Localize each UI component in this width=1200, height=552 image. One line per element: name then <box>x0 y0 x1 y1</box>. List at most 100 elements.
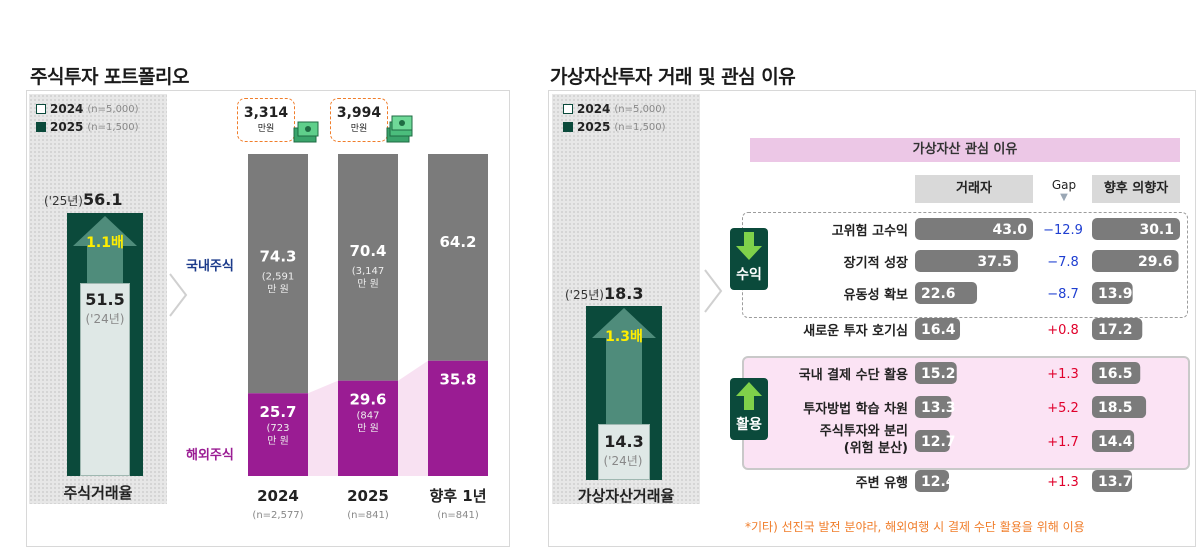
right-rate-caption: 가상자산거래율 <box>577 487 675 505</box>
bar-overseas <box>428 360 488 476</box>
bar-domestic-note: (3,147 <box>352 266 385 277</box>
bar-domestic <box>428 154 488 361</box>
money-icon-2025 <box>385 114 415 150</box>
right-rate-val25: 18.3 <box>603 284 644 303</box>
left-rate-caption: 주식거래율 <box>63 484 133 502</box>
right-legend-2025: 2025 (n=1,500) <box>563 120 666 134</box>
bar-trader-label: 22.6 <box>921 286 956 302</box>
reason-row-label: 장기적 성장 <box>844 255 908 271</box>
domestic-label: 국내주식 <box>186 259 234 274</box>
bar-domestic-label: 64.2 <box>439 233 476 251</box>
bar-intent-label: 13.7 <box>1098 474 1133 490</box>
gap-value: +1.3 <box>1047 475 1079 490</box>
bar-overseas-note: (847 <box>357 411 380 422</box>
bar-overseas-note-unit: 만 원 <box>357 423 379 435</box>
bar-intent-label: 18.5 <box>1098 400 1133 416</box>
right-legend-2025-label: 2025 <box>577 120 611 134</box>
bar-domestic <box>338 154 398 381</box>
left-rate-multiplier: 1.1배 <box>86 235 124 251</box>
col-gap-header: Gap ▼ <box>1036 178 1092 204</box>
money-icon-2024 <box>292 118 320 150</box>
col-intent-header: 향후 의향자 <box>1092 175 1180 203</box>
bar-intent <box>1092 250 1179 272</box>
reason-row-label: 유동성 확보 <box>844 287 908 303</box>
bar-trader <box>915 362 957 384</box>
bar-trader-label: 15.2 <box>921 366 956 382</box>
reason-row-label: 주변 유행 <box>856 475 908 491</box>
right-rate-bar-2024 <box>598 424 650 480</box>
category-n-label: (n=841) <box>347 510 389 521</box>
bar-domestic-note: (2,591 <box>262 272 295 283</box>
left-rate-pre24: ('24년) <box>85 312 125 326</box>
bar-trader-label: 12.7 <box>921 434 956 450</box>
right-legend-2025-swatch <box>563 122 573 132</box>
group-profit-badge: 수익 <box>730 228 768 290</box>
right-rate-arrow-up <box>592 308 656 428</box>
bar-trader <box>915 430 950 452</box>
category-n-label: (n=2,577) <box>252 510 303 521</box>
bar-intent-label: 16.5 <box>1098 366 1133 382</box>
bar-domestic <box>248 154 308 394</box>
bar-intent <box>1092 218 1180 240</box>
category-label: 2025 <box>347 487 389 505</box>
legend-2024-n: (n=5,000) <box>87 103 139 115</box>
reason-row-label: 국내 결제 수단 활용 <box>799 367 908 383</box>
right-legend-2024-label: 2024 <box>577 102 611 116</box>
bar-intent <box>1092 318 1143 340</box>
gap-value: +1.7 <box>1047 435 1079 450</box>
bar-intent <box>1092 396 1147 418</box>
bar-trader <box>915 396 952 418</box>
reason-row-label: 고위험 고수익 <box>832 223 908 239</box>
reason-row-label: 투자방법 학습 차원 <box>803 401 908 417</box>
bar-overseas-label: 25.7 <box>259 403 296 421</box>
bar-overseas-label: 35.8 <box>439 371 476 389</box>
bar-domestic-label: 70.4 <box>349 242 386 260</box>
category-n-label: (n=841) <box>437 510 479 521</box>
gap-value: −12.9 <box>1043 223 1083 238</box>
bar-intent-label: 30.1 <box>1139 222 1174 238</box>
right-rate-multiplier: 1.3배 <box>605 329 643 345</box>
reason-row-label: 새로운 투자 호기심 <box>803 323 908 339</box>
right-legend-2024: 2024 (n=5,000) <box>563 102 666 116</box>
bar-trader-label: 12.4 <box>921 474 956 490</box>
legend-2025-n: (n=1,500) <box>87 121 139 133</box>
legend-2025: 2025 (n=1,500) <box>36 120 139 134</box>
bar-trader <box>915 218 1033 240</box>
bar-intent <box>1092 282 1133 304</box>
bar-trader <box>915 470 950 492</box>
amount-2024-value: 3,314 <box>243 105 289 121</box>
gap-value: +0.8 <box>1047 323 1079 338</box>
left-rate-arrow-up <box>73 216 137 286</box>
left-rate-pre25: ('25년) <box>44 194 83 208</box>
bar-overseas-label: 29.6 <box>349 391 386 409</box>
right-rate-val24: 14.3 <box>604 432 644 451</box>
bar-overseas <box>338 380 398 476</box>
legend-2025-label: 2025 <box>50 120 84 134</box>
right-rate-pre24: ('24년) <box>603 454 643 468</box>
bar-domestic-label: 74.3 <box>259 248 296 266</box>
reason-bar-chart: 고위험 고수익 43.0 −12.9 30.1 장기적 성장 37.5 −7.8 29.6 유동… <box>799 218 1180 492</box>
gap-value: +1.3 <box>1047 367 1079 382</box>
bar-domestic-note-unit: 만 원 <box>267 284 289 296</box>
right-rate-2025-label: ('25년)18.3 <box>565 284 643 303</box>
reason-row-label: 주식투자와 분리 <box>820 423 908 439</box>
right-separator-chevron <box>704 269 723 313</box>
use-up-arrow-icon <box>736 382 762 410</box>
bar-trader-label: 13.3 <box>921 400 956 416</box>
gap-value: −7.8 <box>1047 255 1079 270</box>
amount-2024-unit: 만원 <box>257 124 275 134</box>
group-use-label: 활용 <box>736 417 762 433</box>
gap-down-arrow-icon: ▼ <box>1060 192 1068 203</box>
col-trader-header: 거래자 <box>915 175 1033 203</box>
left-rate-val24: 51.5 <box>85 290 125 309</box>
right-legend-2025-n: (n=1,500) <box>614 121 666 133</box>
left-rate-val25: 56.1 <box>82 190 123 209</box>
col-gap-label: Gap <box>1051 178 1077 192</box>
reason-header: 가상자산 관심 이유 <box>750 138 1180 162</box>
right-legend-2024-swatch <box>563 104 573 114</box>
left-separator-chevron <box>169 273 188 317</box>
group-profit-label: 수익 <box>736 267 762 283</box>
bar-intent-label: 29.6 <box>1138 254 1173 270</box>
bar-intent-label: 17.2 <box>1098 322 1133 338</box>
